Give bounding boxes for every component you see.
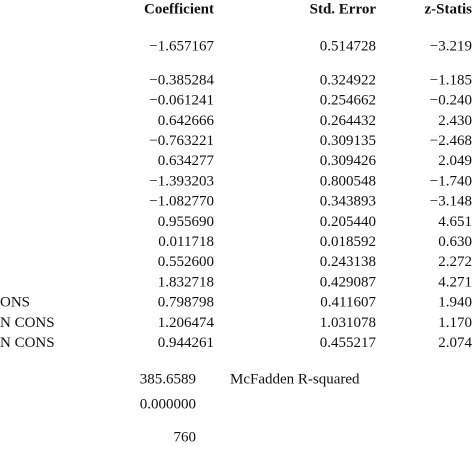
stat-value: 0.000000: [140, 396, 196, 412]
stat-label: McFadden R-squared: [230, 371, 360, 387]
cell: −2.468: [430, 133, 472, 149]
cell: 0.455217: [320, 335, 377, 351]
cell: 2.272: [438, 254, 472, 270]
column-header: Coefficient: [144, 1, 214, 17]
cell: 0.642666: [158, 113, 215, 129]
cell: 4.651: [438, 214, 472, 230]
cell: 0.243138: [320, 254, 376, 270]
cell: −0.240: [430, 93, 472, 109]
cell: 0.309135: [320, 133, 376, 149]
cell: 1.170: [438, 315, 472, 331]
cell: 0.514728: [320, 38, 376, 54]
cell: −1.657167: [149, 38, 214, 54]
cell: 0.324922: [320, 72, 376, 88]
cell: −1.185: [430, 72, 472, 88]
stat-value: 385.6589: [140, 371, 196, 387]
cell: 1.940: [438, 295, 472, 311]
cell: 0.630: [438, 234, 472, 250]
row-label: N CONS: [0, 335, 55, 351]
stat-value: 760: [174, 429, 197, 445]
row-label: ONS: [0, 295, 30, 311]
cell: 2.430: [438, 113, 472, 129]
cell: 0.018592: [320, 234, 376, 250]
cell: −0.763221: [149, 133, 214, 149]
cell: 0.264432: [320, 113, 376, 129]
cell: 1.031078: [320, 315, 376, 331]
row-label: N CONS: [0, 315, 55, 331]
cell: 4.271: [438, 274, 472, 290]
cell: 0.309426: [320, 153, 377, 169]
cell: 2.049: [438, 153, 472, 169]
cell: −3.148: [430, 194, 472, 210]
cell: 0.552600: [158, 254, 214, 270]
cell: 0.634277: [158, 153, 215, 169]
cell: 1.206474: [158, 315, 215, 331]
cell: 0.343893: [320, 194, 376, 210]
cell: 0.205440: [320, 214, 376, 230]
cell: 0.429087: [320, 274, 377, 290]
cell: 0.254662: [320, 93, 376, 109]
cell: 0.944261: [158, 335, 214, 351]
cell: −3.219: [430, 38, 472, 54]
cell: 0.955690: [158, 214, 214, 230]
cell: 0.011718: [158, 234, 214, 250]
cell: −1.740: [430, 173, 472, 189]
cell: 0.411607: [320, 295, 376, 311]
cell: −1.082770: [149, 194, 214, 210]
cell: −1.393203: [149, 173, 214, 189]
column-header: Std. Error: [310, 1, 377, 17]
cell: 2.074: [438, 335, 472, 351]
cell: 0.798798: [158, 295, 214, 311]
cell: 1.832718: [158, 274, 214, 290]
column-header: z-Statis: [425, 1, 473, 17]
cell: −0.385284: [149, 72, 214, 88]
cell: −0.061241: [149, 93, 214, 109]
cell: 0.800548: [320, 173, 376, 189]
